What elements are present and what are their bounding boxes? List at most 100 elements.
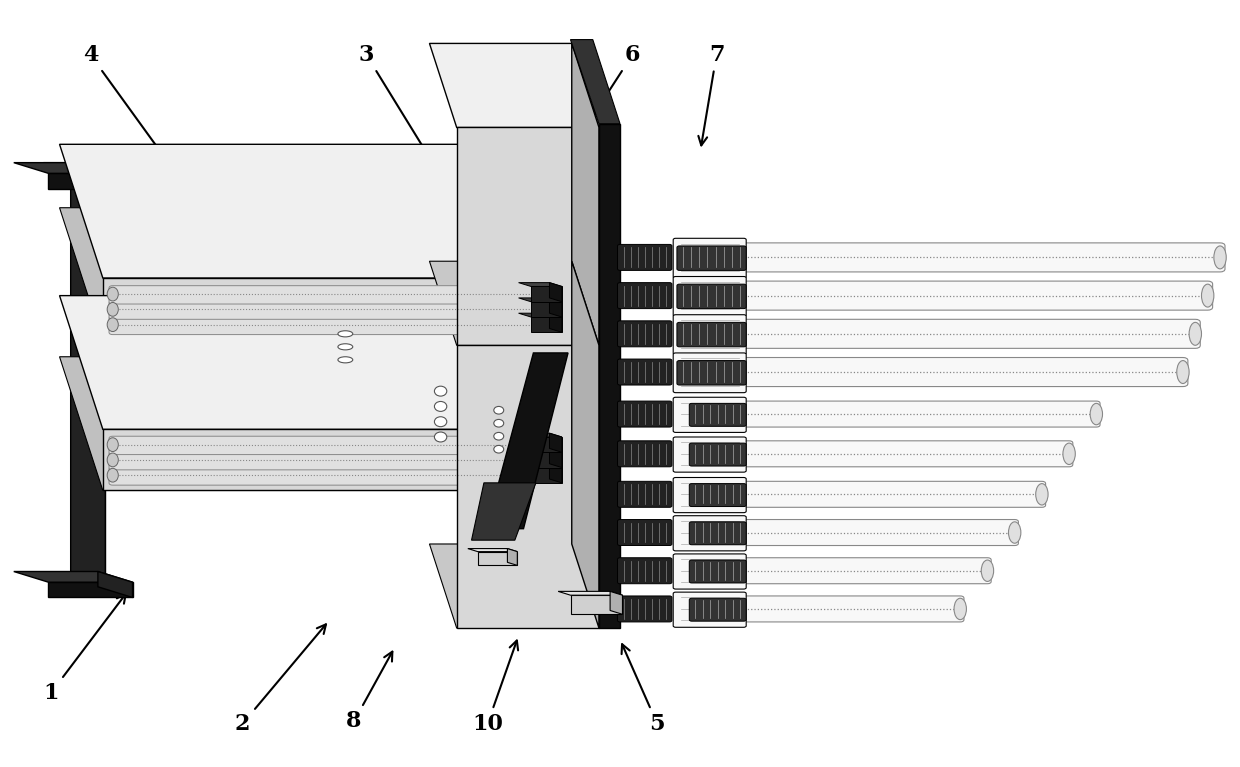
FancyBboxPatch shape — [739, 357, 1188, 387]
Ellipse shape — [434, 401, 446, 411]
Ellipse shape — [107, 287, 118, 301]
FancyBboxPatch shape — [673, 554, 746, 589]
Ellipse shape — [107, 438, 118, 452]
Ellipse shape — [1189, 322, 1202, 345]
Text: 6: 6 — [593, 44, 640, 116]
Polygon shape — [456, 345, 599, 628]
FancyBboxPatch shape — [618, 282, 672, 308]
FancyBboxPatch shape — [689, 403, 746, 426]
FancyBboxPatch shape — [677, 246, 746, 271]
Polygon shape — [48, 582, 133, 597]
FancyBboxPatch shape — [677, 284, 746, 308]
Text: 1: 1 — [43, 594, 125, 704]
Ellipse shape — [494, 420, 503, 427]
FancyBboxPatch shape — [673, 437, 746, 472]
FancyBboxPatch shape — [689, 522, 746, 545]
Polygon shape — [518, 464, 562, 468]
Ellipse shape — [494, 407, 503, 414]
Ellipse shape — [107, 302, 118, 316]
FancyBboxPatch shape — [618, 519, 672, 545]
Polygon shape — [531, 468, 562, 483]
Ellipse shape — [434, 416, 446, 426]
Ellipse shape — [1063, 443, 1075, 465]
FancyBboxPatch shape — [618, 558, 672, 584]
Polygon shape — [531, 317, 562, 332]
Polygon shape — [518, 433, 562, 437]
FancyBboxPatch shape — [618, 596, 672, 622]
FancyBboxPatch shape — [740, 441, 1073, 467]
Polygon shape — [518, 449, 562, 453]
Ellipse shape — [434, 386, 446, 396]
FancyBboxPatch shape — [673, 314, 746, 354]
Polygon shape — [98, 163, 133, 189]
Polygon shape — [549, 464, 562, 483]
Polygon shape — [572, 262, 599, 628]
FancyBboxPatch shape — [618, 441, 672, 467]
Polygon shape — [558, 591, 622, 595]
Ellipse shape — [954, 598, 966, 620]
FancyBboxPatch shape — [740, 401, 1100, 427]
Ellipse shape — [339, 344, 352, 350]
FancyBboxPatch shape — [673, 277, 746, 316]
Polygon shape — [572, 44, 599, 345]
Polygon shape — [610, 591, 622, 614]
Polygon shape — [549, 449, 562, 468]
Polygon shape — [60, 357, 560, 490]
FancyBboxPatch shape — [109, 285, 537, 304]
Polygon shape — [429, 544, 599, 628]
Polygon shape — [518, 298, 562, 301]
Polygon shape — [549, 298, 562, 317]
Polygon shape — [531, 301, 562, 317]
Polygon shape — [507, 548, 517, 565]
Polygon shape — [599, 123, 620, 628]
Polygon shape — [549, 433, 562, 453]
Polygon shape — [60, 295, 560, 430]
Polygon shape — [14, 163, 133, 173]
Polygon shape — [71, 163, 105, 594]
Ellipse shape — [107, 469, 118, 482]
Ellipse shape — [1177, 360, 1189, 384]
FancyBboxPatch shape — [673, 397, 746, 433]
Polygon shape — [43, 163, 105, 173]
FancyBboxPatch shape — [739, 281, 1213, 310]
FancyBboxPatch shape — [677, 322, 746, 347]
FancyBboxPatch shape — [689, 598, 746, 621]
Ellipse shape — [339, 357, 352, 363]
FancyBboxPatch shape — [739, 243, 1225, 272]
Text: 8: 8 — [346, 652, 392, 732]
Polygon shape — [486, 353, 568, 528]
FancyBboxPatch shape — [689, 484, 746, 506]
Text: 3: 3 — [358, 44, 434, 165]
Text: 10: 10 — [472, 640, 518, 735]
Polygon shape — [518, 313, 562, 317]
Polygon shape — [98, 571, 133, 597]
Polygon shape — [60, 208, 560, 341]
Polygon shape — [549, 313, 562, 332]
Polygon shape — [570, 40, 620, 123]
Polygon shape — [48, 173, 133, 189]
Ellipse shape — [1035, 484, 1048, 505]
FancyBboxPatch shape — [618, 401, 672, 427]
FancyBboxPatch shape — [618, 245, 672, 271]
Ellipse shape — [107, 453, 118, 467]
FancyBboxPatch shape — [109, 316, 537, 334]
FancyBboxPatch shape — [689, 443, 746, 466]
Text: 7: 7 — [698, 44, 724, 146]
FancyBboxPatch shape — [740, 519, 1018, 545]
Polygon shape — [429, 44, 599, 127]
Polygon shape — [78, 173, 105, 594]
Ellipse shape — [434, 432, 446, 442]
FancyBboxPatch shape — [618, 359, 672, 385]
Polygon shape — [429, 262, 599, 345]
Text: 5: 5 — [621, 644, 665, 735]
Polygon shape — [456, 127, 599, 345]
FancyBboxPatch shape — [689, 560, 746, 583]
Ellipse shape — [1202, 284, 1214, 307]
Ellipse shape — [1214, 246, 1226, 269]
FancyBboxPatch shape — [673, 353, 746, 393]
Polygon shape — [531, 286, 562, 301]
FancyBboxPatch shape — [740, 482, 1045, 507]
FancyBboxPatch shape — [673, 515, 746, 551]
FancyBboxPatch shape — [109, 452, 537, 470]
FancyBboxPatch shape — [109, 436, 537, 455]
